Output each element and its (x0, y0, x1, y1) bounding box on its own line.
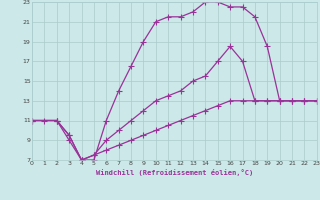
X-axis label: Windchill (Refroidissement éolien,°C): Windchill (Refroidissement éolien,°C) (96, 169, 253, 176)
